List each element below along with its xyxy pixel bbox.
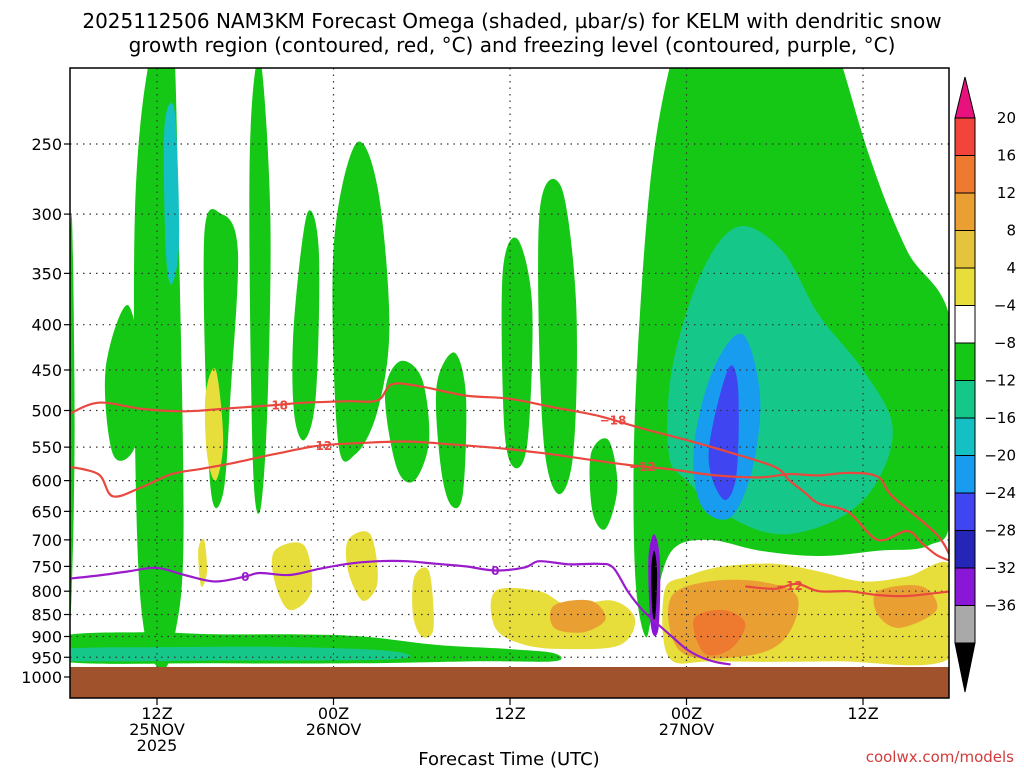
omega-region-10 <box>501 237 533 469</box>
omega-region-25 <box>412 567 434 638</box>
x-tick-label-1-0: 00Z <box>318 704 349 723</box>
isotherm-label-1-1: −12 <box>629 460 656 474</box>
isotherm-label-3-1: 0 <box>491 564 499 578</box>
colorbar-bottom-arrow <box>954 642 976 693</box>
colorbar-label-6: −8 <box>994 334 1016 352</box>
colorbar-label-13: −36 <box>984 597 1016 615</box>
omega-region-21 <box>204 368 224 481</box>
isotherm-3 <box>70 559 731 666</box>
colorbar-box-1 <box>954 117 976 156</box>
omega-region-27 <box>549 599 606 633</box>
y-tick-label-500: 500 <box>31 402 62 421</box>
chart-title-line-2: growth region (contoured, red, °C) and f… <box>129 33 896 57</box>
x-tick-label-0-1: 25NOV <box>129 720 185 739</box>
chart-title-line-1: 2025112506 NAM3KM Forecast Omega (shaded… <box>82 9 941 33</box>
omega-region-16 <box>708 365 739 501</box>
omega-region-30 <box>693 609 746 656</box>
colorbar-label-4: 4 <box>1006 259 1016 277</box>
colorbar-top-arrow <box>954 76 976 119</box>
credit-text: coolwx.com/models <box>866 748 1014 766</box>
x-tick-label-3-0: 00Z <box>671 704 702 723</box>
y-tick-label-900: 900 <box>31 627 62 646</box>
isotherm-0 <box>70 382 949 562</box>
colorbar-label-11: −28 <box>984 522 1016 540</box>
colorbar-label-2: 12 <box>997 184 1016 202</box>
x-tick-label-1-1: 26NOV <box>306 720 362 739</box>
colorbar-box-6 <box>954 305 976 344</box>
y-tick-label-1000: 1000 <box>21 668 62 687</box>
isotherm-label-1-0: −12 <box>305 439 332 453</box>
plot-area: −18 −18 −12 −12 −12 0 0 <box>70 68 949 698</box>
x-tick-label-2-0: 12Z <box>494 704 525 723</box>
omega-region-24 <box>345 531 378 601</box>
y-tick-label-250: 250 <box>31 135 62 154</box>
colorbar-label-1: 16 <box>997 147 1016 165</box>
colorbar-box-11 <box>954 492 976 531</box>
omega-region-7 <box>332 141 390 462</box>
colorbar-box-7 <box>954 342 976 381</box>
y-tick-label-600: 600 <box>31 472 62 491</box>
colorbar-box-5 <box>954 267 976 306</box>
omega-region-3 <box>104 304 143 461</box>
y-tick-label-850: 850 <box>31 606 62 625</box>
colorbar-box-3 <box>954 192 976 231</box>
colorbar-box-13 <box>954 567 976 606</box>
omega-region-5 <box>249 68 271 514</box>
colorbar-label-12: −32 <box>984 559 1016 577</box>
colorbar-label-8: −16 <box>984 409 1016 427</box>
terrain-block <box>70 667 949 698</box>
omega-region-12 <box>589 438 618 530</box>
colorbar-label-0: 20 <box>997 109 1016 127</box>
colorbar-label-9: −20 <box>984 447 1016 465</box>
y-tick-label-750: 750 <box>31 557 62 576</box>
y-tick-label-800: 800 <box>31 582 62 601</box>
colorbar-box-12 <box>954 530 976 569</box>
colorbar-label-3: 8 <box>1006 222 1016 240</box>
colorbar-box-9 <box>954 417 976 456</box>
omega-region-8 <box>384 360 430 483</box>
y-tick-label-350: 350 <box>31 264 62 283</box>
isotherm-1 <box>70 440 949 557</box>
omega-region-2 <box>163 102 180 285</box>
x-tick-label-0-2: 2025 <box>137 736 178 755</box>
isotherm-label-3-0: 0 <box>241 570 249 584</box>
y-tick-label-450: 450 <box>31 361 62 380</box>
omega-region-9 <box>435 352 467 509</box>
colorbar-box-4 <box>954 230 976 269</box>
colorbar-box-10 <box>954 455 976 494</box>
x-tick-label-0-0: 12Z <box>141 704 172 723</box>
isotherm-label-0-1: −18 <box>600 414 627 428</box>
isotherm-label-0-0: −18 <box>261 399 288 413</box>
colorbar-label-5: −4 <box>994 297 1016 315</box>
omega-region-22 <box>198 538 208 588</box>
y-tick-label-950: 950 <box>31 648 62 667</box>
omega-region-18 <box>651 550 658 620</box>
colorbar-box-8 <box>954 380 976 419</box>
y-tick-label-650: 650 <box>31 502 62 521</box>
isotherm-label-2-0: −12 <box>776 579 803 593</box>
y-tick-label-700: 700 <box>31 531 62 550</box>
colorbar-label-7: −12 <box>984 372 1016 390</box>
colorbar-label-10: −24 <box>984 484 1016 502</box>
y-tick-label-300: 300 <box>31 205 62 224</box>
colorbar-box-2 <box>954 155 976 194</box>
omega-region-6 <box>292 210 320 441</box>
omega-region-11 <box>538 178 577 495</box>
y-tick-label-400: 400 <box>31 316 62 335</box>
omega-region-23 <box>271 542 313 611</box>
omega-region-0 <box>70 214 75 630</box>
y-tick-label-550: 550 <box>31 438 62 457</box>
x-tick-label-4-0: 12Z <box>847 704 878 723</box>
colorbar-box-14 <box>954 605 976 644</box>
x-axis-label: Forecast Time (UTC) <box>418 749 599 768</box>
x-tick-label-3-1: 27NOV <box>659 720 715 739</box>
isotherm-2 <box>745 582 949 598</box>
